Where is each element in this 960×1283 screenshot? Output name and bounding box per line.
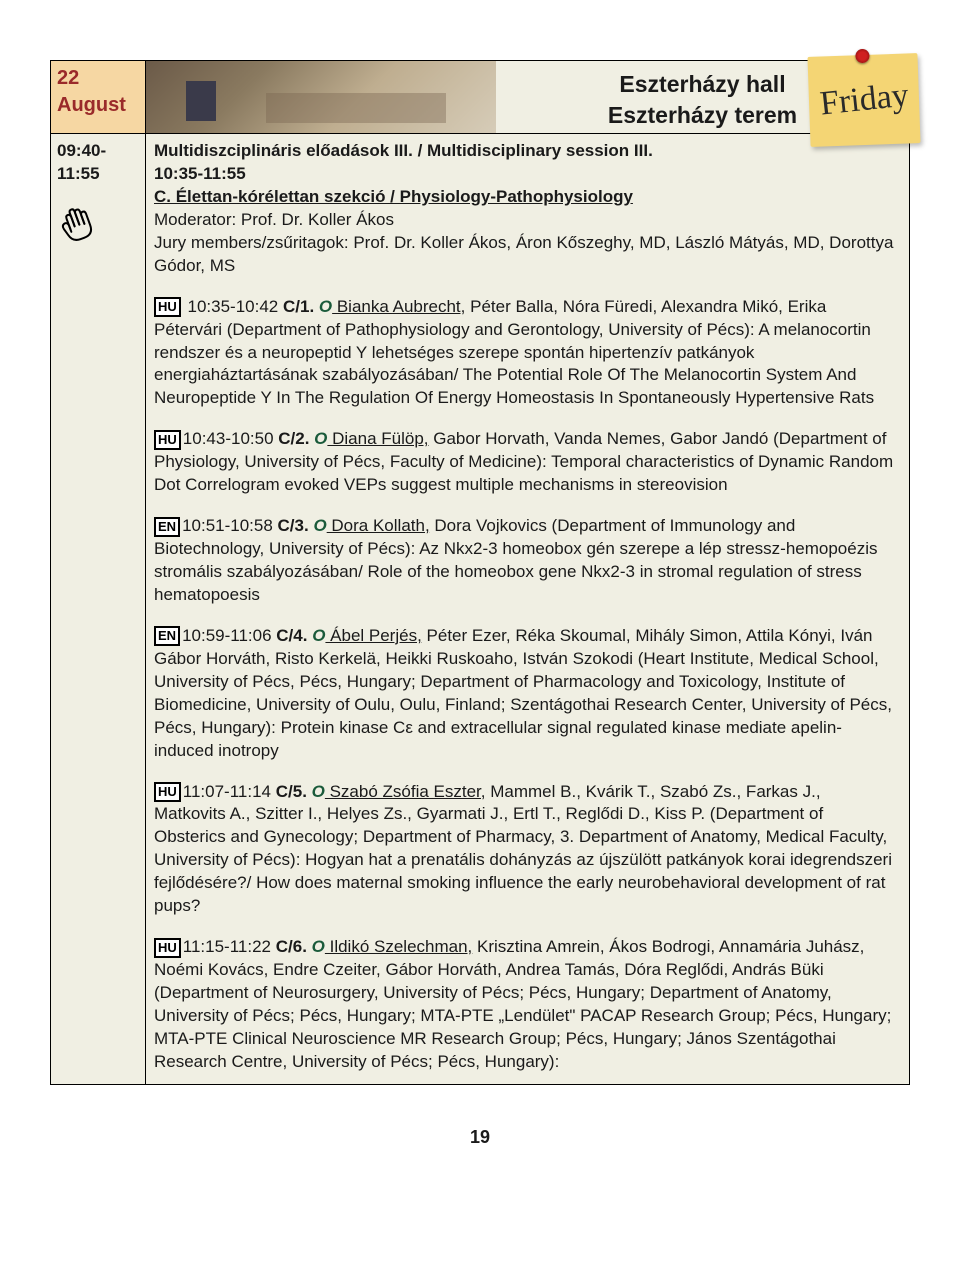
lang-badge: HU xyxy=(154,782,181,802)
abstract-entry: HU10:43-10:50 C/2. O Diana Fülöp, Gabor … xyxy=(154,428,897,497)
oral-marker: O xyxy=(319,297,332,316)
abstract-time: 10:43-10:50 xyxy=(183,429,278,448)
abstract-text: Mammel B., Kvárik T., Szabó Zs., Farkas … xyxy=(154,782,892,916)
session-title: Multidiszciplináris előadások III. / Mul… xyxy=(154,140,897,163)
moderator-line: Moderator: Prof. Dr. Koller Ákos xyxy=(154,209,897,232)
time-slot: 09:40-11:55 xyxy=(57,141,106,183)
abstracts-container: HU 10:35-10:42 C/1. O Bianka Aubrecht, P… xyxy=(154,296,897,1074)
abstract-entry: EN10:51-10:58 C/3. O Dora Kollath, Dora … xyxy=(154,515,897,607)
oral-marker: O xyxy=(312,626,325,645)
header-cell: Eszterházy hall Eszterházy terem Friday xyxy=(146,61,910,134)
presenter-name: Dora Kollath, xyxy=(327,516,430,535)
oral-marker: O xyxy=(313,516,326,535)
page-number: 19 xyxy=(50,1125,910,1149)
abstract-time: 11:15-11:22 xyxy=(183,937,276,956)
oral-marker: O xyxy=(312,782,325,801)
lang-badge: EN xyxy=(154,626,180,646)
date-cell: 22 August xyxy=(51,61,146,134)
content-cell: Multidiszciplináris előadások III. / Mul… xyxy=(146,134,910,1085)
abstract-entry: HU 10:35-10:42 C/1. O Bianka Aubrecht, P… xyxy=(154,296,897,411)
session-subtime: 10:35-11:55 xyxy=(154,163,897,186)
abstract-code: C/5. xyxy=(276,782,312,801)
presenter-name: Szabó Zsófia Eszter, xyxy=(325,782,486,801)
oral-marker: O xyxy=(314,429,327,448)
jury-line: Jury members/zsűritagok: Prof. Dr. Kolle… xyxy=(154,232,897,278)
date-month: August xyxy=(57,94,126,116)
oral-marker: O xyxy=(312,937,325,956)
hall-photo xyxy=(146,61,496,133)
sticky-note: Friday xyxy=(807,53,920,147)
lang-badge: HU xyxy=(154,430,181,450)
presenter-name: Ildikó Szelechman, xyxy=(325,937,472,956)
abstract-code: C/4. xyxy=(276,626,312,645)
schedule-table: 22 August Eszterházy hall Eszterházy ter… xyxy=(50,60,910,1085)
date-day: 22 xyxy=(57,67,79,89)
abstract-entry: HU11:07-11:14 C/5. O Szabó Zsófia Eszter… xyxy=(154,781,897,919)
abstract-time: 10:35-10:42 xyxy=(183,297,283,316)
abstract-code: C/2. xyxy=(278,429,314,448)
presenter-name: Bianka Aubrecht, xyxy=(332,297,465,316)
abstract-entry: EN10:59-11:06 C/4. O Ábel Perjés, Péter … xyxy=(154,625,897,763)
abstract-time: 10:51-10:58 xyxy=(182,516,277,535)
sticky-label: Friday xyxy=(817,73,910,128)
section-heading: C. Élettan-kórélettan szekció / Physiolo… xyxy=(154,186,897,209)
presenter-name: Diana Fülöp, xyxy=(327,429,428,448)
abstract-time: 10:59-11:06 xyxy=(182,626,276,645)
abstract-text: Péter Ezer, Réka Skoumal, Mihály Simon, … xyxy=(154,626,892,760)
lang-badge: HU xyxy=(154,297,181,317)
abstract-code: C/1. xyxy=(283,297,319,316)
abstract-time: 11:07-11:14 xyxy=(183,782,276,801)
presenter-name: Ábel Perjés, xyxy=(325,626,421,645)
lang-badge: HU xyxy=(154,938,181,958)
abstract-text: Krisztina Amrein, Ákos Bodrogi, Annamári… xyxy=(154,937,891,1071)
hand-icon xyxy=(50,180,146,261)
time-cell: 09:40-11:55 xyxy=(51,134,146,1085)
abstract-code: C/3. xyxy=(278,516,314,535)
abstract-code: C/6. xyxy=(276,937,312,956)
lang-badge: EN xyxy=(154,517,180,537)
abstract-entry: HU11:15-11:22 C/6. O Ildikó Szelechman, … xyxy=(154,936,897,1074)
